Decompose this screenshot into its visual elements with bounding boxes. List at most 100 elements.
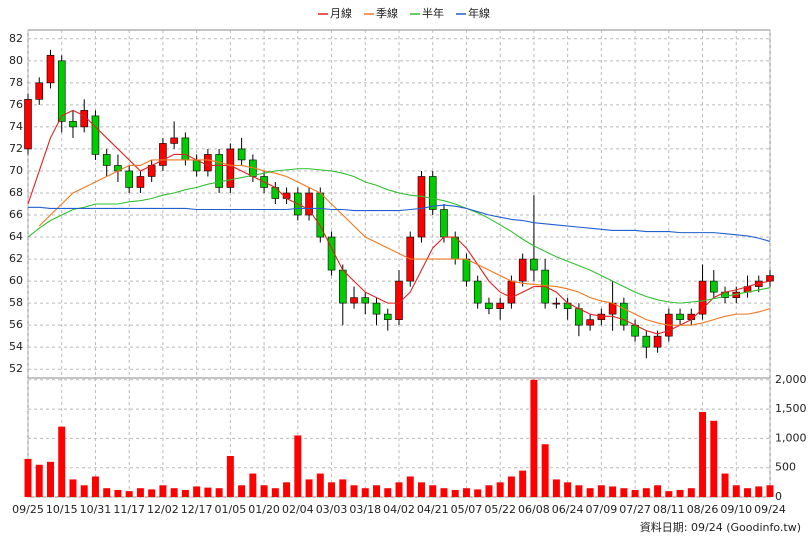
- candle-body: [350, 297, 358, 304]
- volume-bar: [474, 489, 482, 497]
- volume-bar: [384, 488, 392, 497]
- x-tick-label: 05/22: [484, 503, 516, 516]
- candle-body: [575, 308, 583, 326]
- candle-body: [136, 176, 145, 188]
- x-tick-label: 07/27: [619, 503, 651, 516]
- candle-body: [620, 302, 628, 326]
- volume-bar: [305, 479, 313, 497]
- x-tick-label: 01/20: [248, 503, 280, 516]
- volume-bar: [519, 470, 527, 497]
- volume-bar: [620, 488, 628, 497]
- y-tick-label: 76: [9, 98, 23, 111]
- volume-bar: [395, 482, 403, 497]
- volume-bar: [699, 412, 707, 497]
- candle-body: [485, 302, 493, 309]
- candle-body: [226, 148, 235, 188]
- ma-line: [38, 159, 771, 326]
- candle-body: [473, 280, 482, 304]
- x-tick-label: 11/17: [113, 503, 145, 516]
- candle-body: [496, 302, 504, 309]
- candle-body: [676, 313, 684, 320]
- volume-bar: [654, 485, 662, 497]
- y-tick-label: 60: [9, 274, 23, 287]
- legend-label: 月線: [330, 6, 352, 20]
- volume-bar: [507, 476, 515, 497]
- candle-body: [204, 154, 212, 172]
- volume-bar: [552, 479, 560, 497]
- y-tick-label: 64: [9, 230, 23, 243]
- legend-label: 半年: [422, 6, 444, 20]
- volume-bar: [80, 485, 88, 497]
- x-tick-label: 09/10: [720, 503, 752, 516]
- volume-bar: [440, 488, 448, 497]
- candle-body: [24, 99, 32, 150]
- volume-bar: [417, 482, 425, 497]
- volume-bar: [136, 488, 144, 497]
- candle-body: [170, 137, 178, 144]
- x-tick-label: 02/04: [282, 503, 314, 516]
- candle-body: [237, 148, 246, 161]
- y2-tick-label: 1,500: [775, 402, 807, 415]
- volume-bar: [294, 435, 302, 497]
- volume-bar: [485, 485, 493, 497]
- volume-bar: [170, 488, 178, 497]
- volume-bar: [193, 486, 201, 497]
- candle-body: [552, 302, 561, 305]
- y2-tick-label: 1,000: [775, 431, 807, 444]
- volume-bar: [46, 461, 54, 497]
- volume-bar: [631, 489, 639, 497]
- y2-tick-label: 2,000: [775, 373, 807, 386]
- x-tick-label: 06/08: [518, 503, 550, 516]
- volume-bar: [24, 458, 32, 497]
- y-tick-label: 56: [9, 318, 23, 331]
- volume-bar: [283, 482, 291, 497]
- y2-tick-label: 500: [775, 461, 796, 474]
- volume-bar: [373, 485, 381, 497]
- candle-body: [91, 115, 100, 155]
- candle-body: [215, 154, 223, 188]
- volume-bar: [462, 488, 470, 497]
- x-tick-label: 07/09: [586, 503, 618, 516]
- x-tick-label: 01/05: [215, 503, 247, 516]
- volume-bar: [339, 479, 347, 497]
- candle-body: [57, 60, 66, 122]
- candle-body: [102, 154, 111, 166]
- candle-body: [69, 121, 77, 128]
- x-tick-label: 06/24: [552, 503, 584, 516]
- candle-body: [417, 176, 426, 238]
- x-tick-label: 09/24: [754, 503, 786, 516]
- volume-bar: [755, 486, 763, 497]
- candle-body: [440, 209, 448, 238]
- y2-tick-label: 0: [775, 490, 782, 503]
- volume-bar: [541, 444, 549, 497]
- candle-body: [698, 280, 707, 315]
- y-tick-label: 52: [9, 362, 23, 375]
- ma-line: [27, 168, 771, 304]
- volume-bar: [687, 488, 695, 497]
- volume-bar: [69, 479, 77, 497]
- y-tick-label: 62: [9, 252, 23, 265]
- volume-bar: [226, 455, 234, 497]
- candle-body: [383, 313, 392, 320]
- x-tick-label: 08/11: [653, 503, 685, 516]
- candle-body: [327, 236, 336, 271]
- x-tick-label: 03/03: [316, 503, 348, 516]
- footer: 資料日期: 09/24 (Goodinfo.tw): [640, 520, 801, 534]
- x-tick-label: 05/07: [451, 503, 483, 516]
- x-tick-label: 10/31: [80, 503, 112, 516]
- volume-bar: [204, 487, 212, 497]
- volume-bar: [350, 485, 358, 497]
- volume-bar: [114, 489, 122, 497]
- volume-bar: [451, 489, 459, 497]
- candle-body: [46, 55, 55, 84]
- y-tick-label: 78: [9, 76, 23, 89]
- volume-bar: [406, 476, 414, 497]
- y-tick-label: 82: [9, 32, 23, 45]
- legend-label: 季線: [376, 6, 398, 20]
- candle-body: [462, 258, 471, 282]
- volume-bar: [361, 488, 369, 497]
- x-tick-label: 12/17: [181, 503, 213, 516]
- volume-bar: [732, 485, 740, 497]
- y-tick-label: 74: [9, 120, 23, 133]
